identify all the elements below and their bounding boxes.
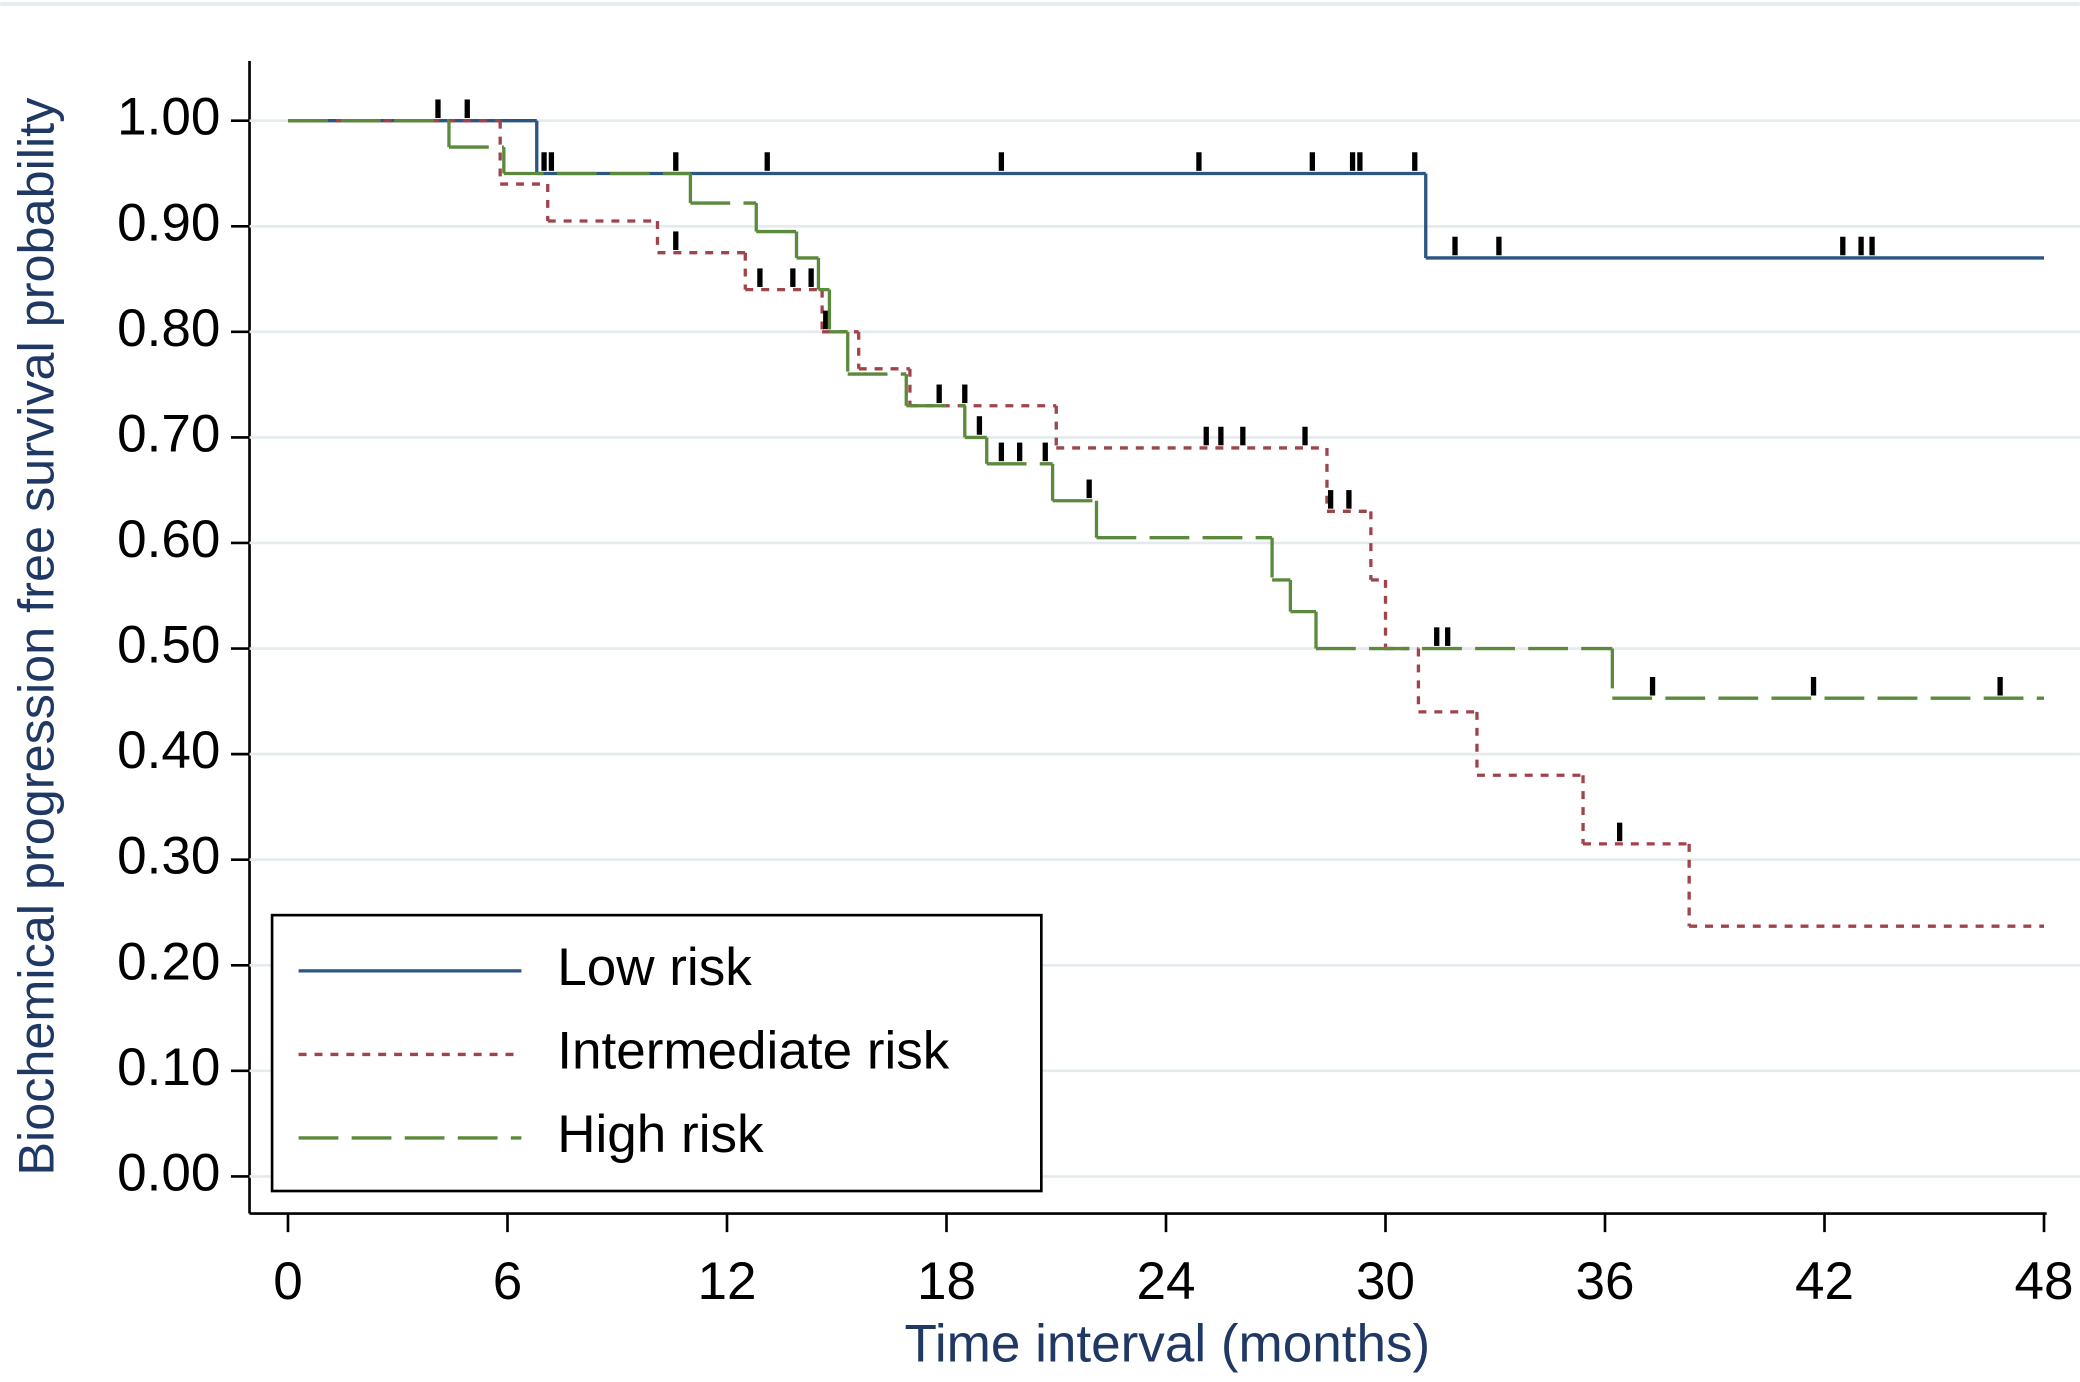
- y-axis-title: Biochemical progression free survival pr…: [7, 97, 64, 1176]
- x-tick-label: 6: [493, 1252, 523, 1311]
- x-tick-label: 30: [1356, 1252, 1415, 1311]
- x-tick-label: 18: [917, 1252, 976, 1311]
- y-tick-label: 0.50: [117, 616, 220, 675]
- y-tick-label: 0.80: [117, 299, 220, 358]
- x-tick-label: 42: [1795, 1252, 1854, 1311]
- legend-label: High risk: [557, 1105, 764, 1164]
- x-tick-label: 0: [273, 1252, 303, 1311]
- x-tick-label: 48: [2014, 1252, 2073, 1311]
- y-tick-label: 0.90: [117, 193, 220, 252]
- y-tick-label: 0.60: [117, 510, 220, 569]
- legend-label: Low risk: [557, 938, 752, 997]
- legend-label: Intermediate risk: [557, 1021, 950, 1080]
- y-tick-label: 0.30: [117, 827, 220, 886]
- y-tick-label: 0.70: [117, 404, 220, 463]
- x-tick-label: 36: [1575, 1252, 1634, 1311]
- survival-curve: [287, 119, 2045, 700]
- y-tick-label: 0.20: [117, 932, 220, 991]
- x-axis-title: Time interval (months): [904, 1315, 1430, 1374]
- x-tick-label: 12: [697, 1252, 756, 1311]
- x-tick-label: 24: [1136, 1252, 1195, 1311]
- y-tick-label: 0.00: [117, 1143, 220, 1202]
- y-tick-label: 0.40: [117, 721, 220, 780]
- y-tick-label: 1.00: [117, 88, 220, 147]
- y-tick-label: 0.10: [117, 1038, 220, 1097]
